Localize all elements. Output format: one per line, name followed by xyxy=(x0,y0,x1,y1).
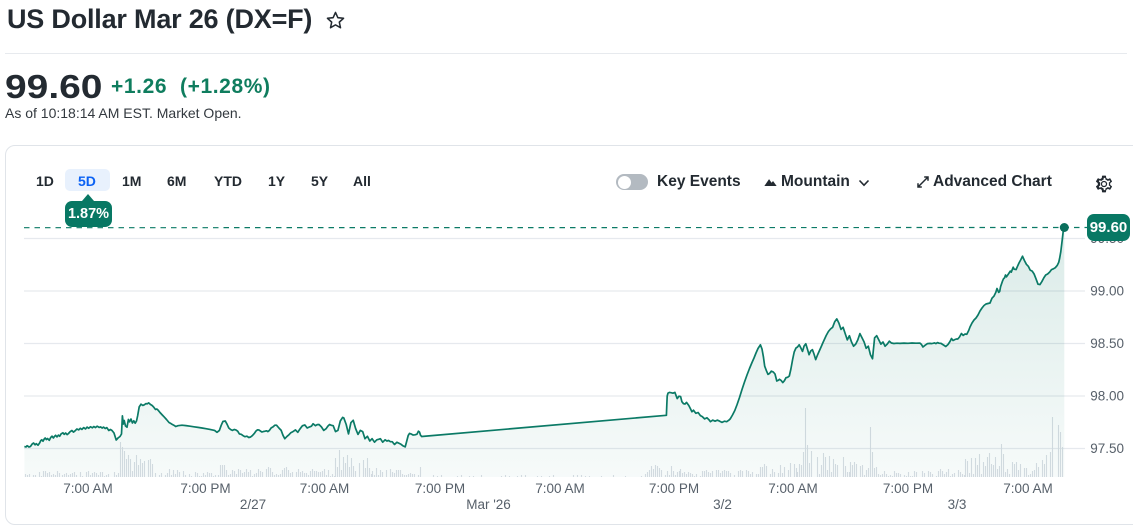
svg-text:3/3: 3/3 xyxy=(948,497,967,512)
svg-text:98.50: 98.50 xyxy=(1090,336,1124,351)
svg-text:97.50: 97.50 xyxy=(1090,441,1124,456)
svg-text:2/27: 2/27 xyxy=(240,497,266,512)
svg-text:98.00: 98.00 xyxy=(1090,389,1124,404)
svg-text:7:00 AM: 7:00 AM xyxy=(300,481,350,496)
svg-text:99.00: 99.00 xyxy=(1090,284,1124,299)
svg-text:7:00 AM: 7:00 AM xyxy=(768,481,818,496)
svg-text:Mar '26: Mar '26 xyxy=(466,497,511,512)
svg-text:7:00 AM: 7:00 AM xyxy=(63,481,113,496)
svg-text:3/2: 3/2 xyxy=(713,497,732,512)
svg-text:7:00 PM: 7:00 PM xyxy=(415,481,465,496)
svg-text:7:00 AM: 7:00 AM xyxy=(1003,481,1053,496)
svg-text:7:00 PM: 7:00 PM xyxy=(649,481,699,496)
svg-text:7:00 PM: 7:00 PM xyxy=(180,481,230,496)
svg-text:7:00 AM: 7:00 AM xyxy=(535,481,585,496)
svg-text:7:00 PM: 7:00 PM xyxy=(883,481,933,496)
